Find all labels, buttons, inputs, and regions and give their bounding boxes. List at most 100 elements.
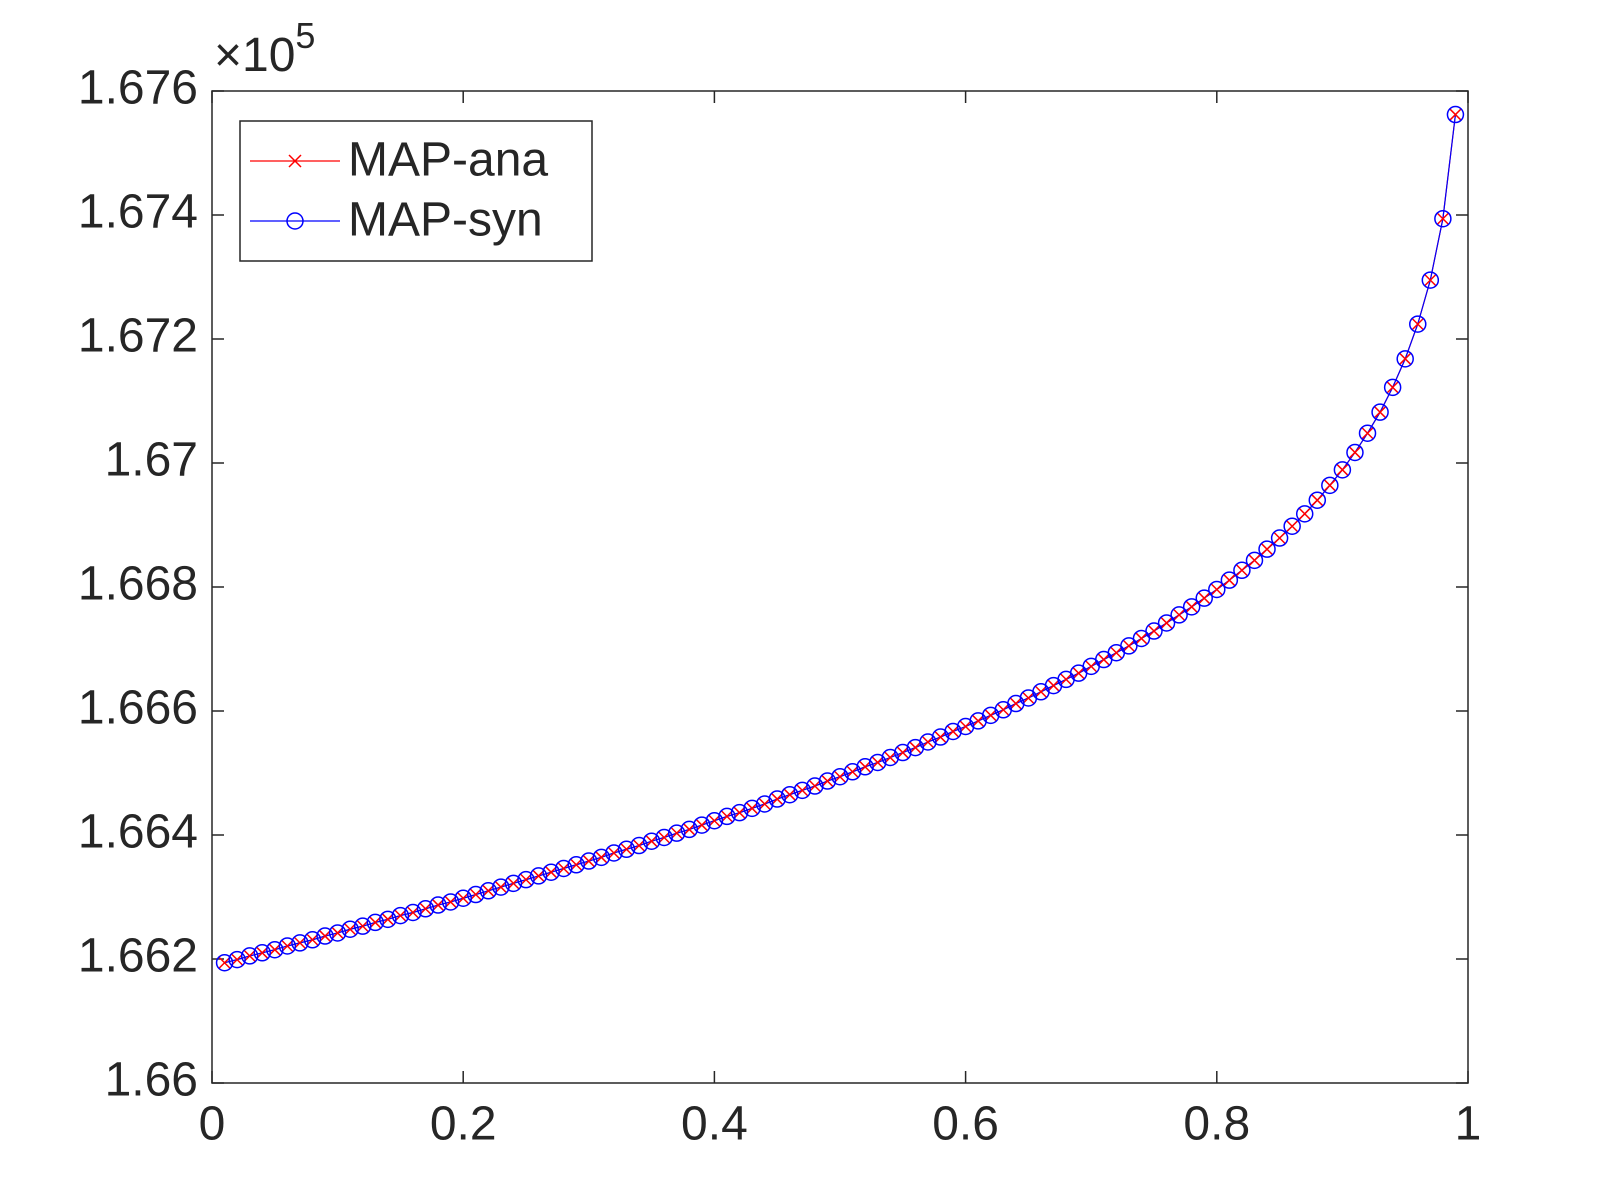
marker-circle	[215, 953, 234, 972]
marker-x	[1298, 507, 1312, 521]
marker-x	[1386, 380, 1400, 394]
marker-circle	[818, 772, 837, 790]
y-tick-label: 1.664	[78, 806, 198, 859]
y-tick-label: 1.662	[78, 930, 198, 983]
marker-circle	[542, 863, 560, 881]
marker-x	[1172, 608, 1186, 622]
marker-circle	[366, 913, 385, 932]
marker-circle	[906, 738, 925, 757]
marker-circle	[580, 852, 598, 870]
marker-x	[1310, 493, 1324, 507]
marker-circle	[894, 743, 912, 762]
legend-label: MAP-ana	[348, 134, 548, 187]
marker-circle	[705, 811, 724, 830]
marker-circle	[303, 931, 322, 949]
marker-x	[1160, 616, 1174, 630]
marker-circle	[768, 790, 786, 808]
marker-circle	[328, 924, 347, 942]
marker-circle	[228, 950, 246, 969]
marker-circle	[1308, 491, 1327, 509]
marker-circle	[1346, 443, 1364, 462]
x-tick-label: 0	[199, 1098, 226, 1151]
marker-x	[1436, 212, 1450, 226]
marker-circle	[278, 937, 297, 955]
marker-x	[1335, 463, 1349, 477]
marker-circle	[655, 828, 673, 847]
marker-circle	[743, 799, 761, 818]
marker-circle	[404, 903, 422, 922]
marker-x	[1109, 646, 1123, 660]
marker-circle	[1434, 209, 1452, 228]
x-tick-label: 1	[1455, 1098, 1482, 1151]
marker-circle	[755, 795, 774, 813]
legend-marker	[286, 212, 304, 230]
marker-circle	[730, 803, 749, 822]
marker-circle	[718, 807, 736, 826]
marker-circle	[956, 717, 975, 736]
marker-x	[1097, 653, 1111, 667]
x-tick-label: 0.8	[1183, 1098, 1250, 1151]
marker-x	[1285, 519, 1299, 533]
marker-circle	[1333, 461, 1352, 479]
marker-x	[1448, 108, 1462, 122]
marker-circle	[680, 820, 699, 839]
marker-circle	[1383, 378, 1402, 397]
marker-circle	[630, 836, 648, 855]
marker-circle	[391, 906, 410, 925]
marker-circle	[1321, 476, 1339, 495]
marker-circle	[592, 848, 611, 867]
marker-x	[1222, 573, 1236, 587]
marker-circle	[353, 917, 372, 935]
marker-circle	[1409, 315, 1427, 333]
marker-x	[1122, 639, 1136, 653]
y-multiplier: ×105	[214, 15, 315, 82]
marker-circle	[554, 859, 573, 878]
marker-circle	[1283, 517, 1301, 535]
marker-circle	[504, 874, 523, 893]
marker-circle	[1270, 529, 1289, 547]
marker-circle	[1258, 540, 1276, 558]
marker-circle	[605, 844, 623, 862]
x-tick-label: 0.4	[681, 1098, 748, 1151]
y-tick-label: 1.666	[78, 682, 198, 735]
marker-circle	[856, 758, 874, 776]
marker-x	[1046, 679, 1061, 693]
marker-circle	[617, 840, 636, 859]
marker-x	[1197, 591, 1211, 605]
legend-marker	[288, 154, 302, 168]
marker-circle	[831, 767, 849, 786]
x-tick-label: 0.2	[430, 1098, 497, 1151]
y-multiplier-base: ×10	[214, 29, 295, 82]
marker-circle	[416, 900, 435, 918]
marker-circle	[1446, 105, 1465, 124]
marker-x	[1348, 445, 1362, 459]
marker-circle	[667, 824, 686, 842]
marker-circle	[379, 910, 397, 929]
marker-circle	[1396, 350, 1414, 368]
marker-x	[1059, 672, 1073, 686]
marker-circle	[1007, 694, 1025, 713]
legend: MAP-ana MAP-syn	[239, 120, 593, 262]
y-tick-label: 1.668	[78, 558, 198, 611]
marker-circle	[944, 722, 962, 741]
marker-x	[1147, 624, 1161, 638]
marker-circle	[843, 763, 862, 781]
marker-x	[1247, 553, 1262, 567]
x-tick-label: 0.6	[932, 1098, 999, 1151]
marker-circle	[1170, 606, 1188, 624]
marker-circle	[781, 785, 799, 804]
marker-circle	[1233, 561, 1251, 580]
marker-circle	[1421, 271, 1440, 289]
marker-x	[1235, 563, 1249, 577]
marker-circle	[931, 728, 950, 746]
marker-circle	[316, 927, 334, 945]
marker-circle	[529, 867, 548, 885]
marker-x	[1210, 582, 1224, 597]
marker-circle	[441, 893, 460, 911]
marker-circle	[454, 889, 472, 907]
legend-box	[239, 120, 593, 262]
marker-x	[1084, 659, 1098, 673]
marker-x	[1360, 426, 1375, 440]
marker-circle	[266, 940, 284, 959]
